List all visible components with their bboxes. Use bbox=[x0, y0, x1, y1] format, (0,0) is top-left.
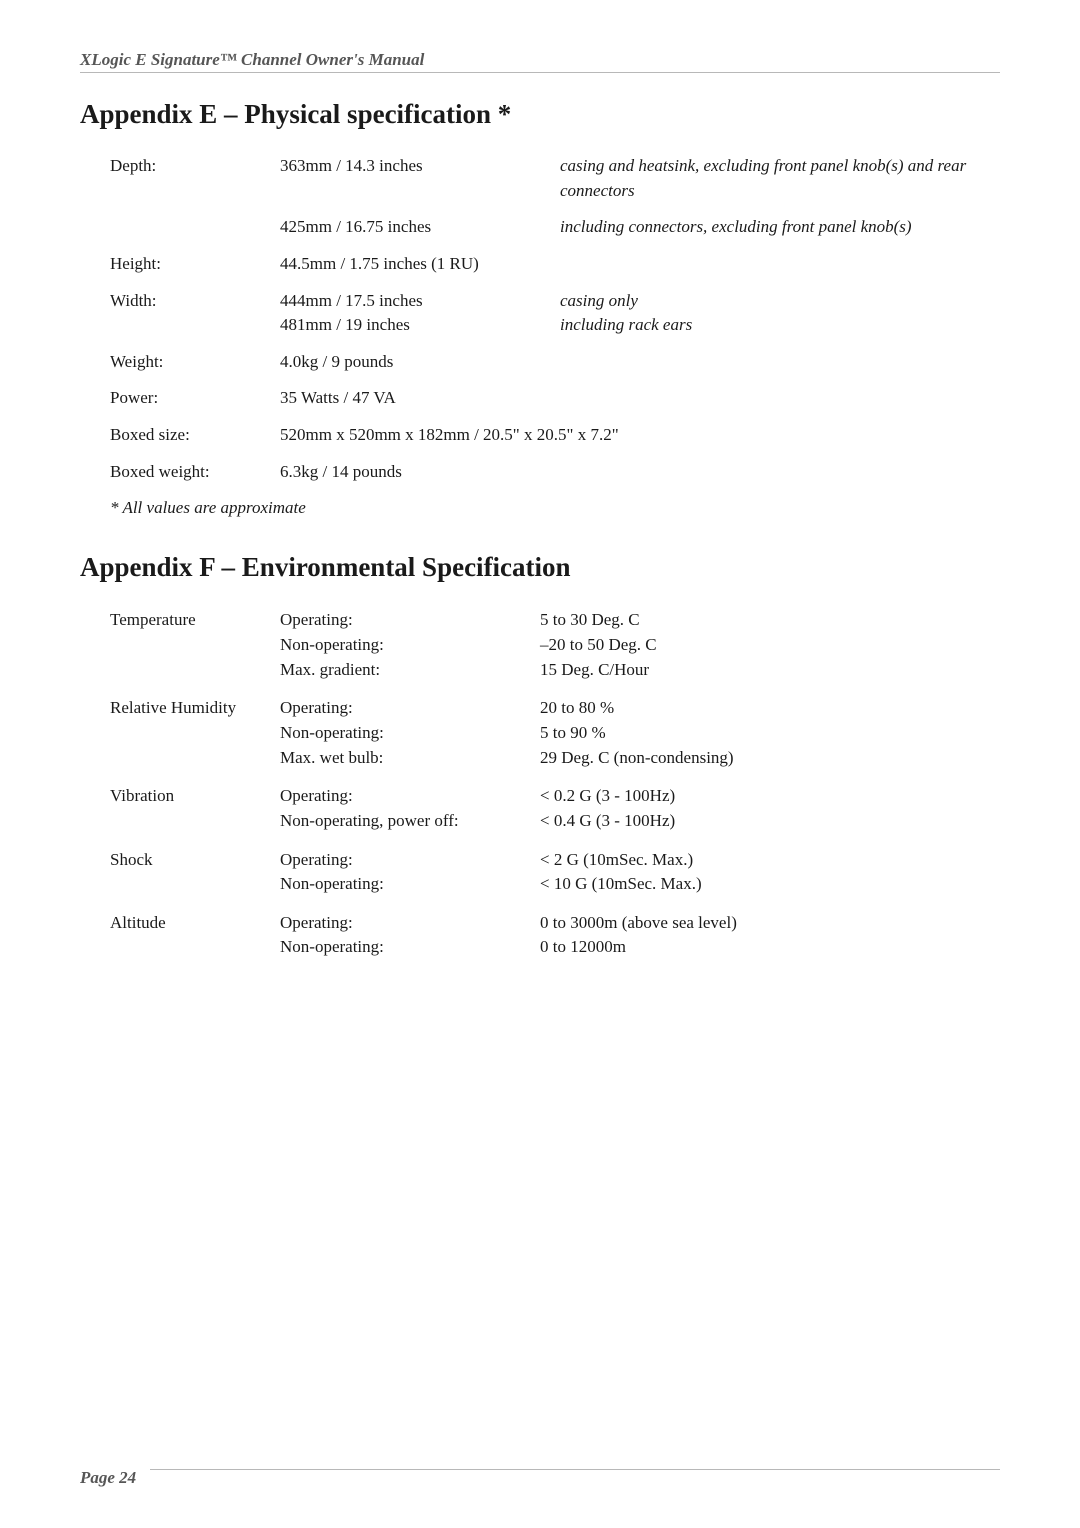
table-row: Power:35 Watts / 47 VA bbox=[110, 380, 1030, 417]
spec-note bbox=[560, 454, 1030, 491]
spec-note: casing and heatsink, excluding front pan… bbox=[560, 148, 1030, 209]
spec-label: Width: bbox=[110, 283, 280, 344]
spec-label: Weight: bbox=[110, 344, 280, 381]
appendix-f-table: TemperatureOperating: Non-operating: Max… bbox=[110, 601, 1030, 967]
table-row: Boxed weight:6.3kg / 14 pounds bbox=[110, 454, 1030, 491]
spec-value: 363mm / 14.3 inches bbox=[280, 148, 560, 209]
spec-value: 44.5mm / 1.75 inches (1 RU) bbox=[280, 246, 560, 283]
spec-value: 35 Watts / 47 VA bbox=[280, 380, 560, 417]
table-row: Relative HumidityOperating: Non-operatin… bbox=[110, 689, 1030, 777]
env-label: Relative Humidity bbox=[110, 689, 280, 777]
header-title: XLogic E Signature™ Channel Owner's Manu… bbox=[80, 50, 1000, 70]
appendix-e-footnote: * All values are approximate bbox=[110, 498, 1000, 518]
appendix-f-heading: Appendix F – Environmental Specification bbox=[80, 552, 1000, 583]
spec-label: Boxed size: bbox=[110, 417, 280, 454]
appendix-e-heading: Appendix E – Physical specification * bbox=[80, 99, 1000, 130]
appendix-e-table: Depth:363mm / 14.3 inchescasing and heat… bbox=[110, 148, 1030, 490]
env-param: Operating: Non-operating: Max. gradient: bbox=[280, 601, 540, 689]
page-number: Page 24 bbox=[80, 1468, 150, 1488]
table-row: AltitudeOperating: Non-operating:0 to 30… bbox=[110, 904, 1030, 967]
env-value: 5 to 30 Deg. C –20 to 50 Deg. C 15 Deg. … bbox=[540, 601, 1030, 689]
footer-rule bbox=[80, 1469, 1000, 1470]
spec-label: Depth: bbox=[110, 148, 280, 209]
spec-note bbox=[560, 246, 1030, 283]
table-row: Boxed size:520mm x 520mm x 182mm / 20.5"… bbox=[110, 417, 1030, 454]
page-footer: Page 24 bbox=[80, 1469, 1000, 1488]
env-param: Operating: Non-operating, power off: bbox=[280, 777, 540, 840]
spec-value: 444mm / 17.5 inches 481mm / 19 inches bbox=[280, 283, 560, 344]
spec-label: Boxed weight: bbox=[110, 454, 280, 491]
env-label: Shock bbox=[110, 841, 280, 904]
table-row: VibrationOperating: Non-operating, power… bbox=[110, 777, 1030, 840]
table-row: TemperatureOperating: Non-operating: Max… bbox=[110, 601, 1030, 689]
spec-value: 4.0kg / 9 pounds bbox=[280, 344, 560, 381]
spec-note bbox=[560, 344, 1030, 381]
env-param: Operating: Non-operating: bbox=[280, 841, 540, 904]
table-row: 425mm / 16.75 inchesincluding connectors… bbox=[110, 209, 1030, 246]
spec-value: 520mm x 520mm x 182mm / 20.5" x 20.5" x … bbox=[280, 417, 1030, 454]
spec-label bbox=[110, 209, 280, 246]
env-label: Vibration bbox=[110, 777, 280, 840]
env-label: Temperature bbox=[110, 601, 280, 689]
env-param: Operating: Non-operating: bbox=[280, 904, 540, 967]
env-param: Operating: Non-operating: Max. wet bulb: bbox=[280, 689, 540, 777]
spec-note: casing only including rack ears bbox=[560, 283, 1030, 344]
table-row: Width:444mm / 17.5 inches 481mm / 19 inc… bbox=[110, 283, 1030, 344]
spec-label: Power: bbox=[110, 380, 280, 417]
table-row: Height:44.5mm / 1.75 inches (1 RU) bbox=[110, 246, 1030, 283]
table-row: Weight:4.0kg / 9 pounds bbox=[110, 344, 1030, 381]
spec-note bbox=[560, 380, 1030, 417]
env-value: 0 to 3000m (above sea level) 0 to 12000m bbox=[540, 904, 1030, 967]
header-rule bbox=[80, 72, 1000, 73]
table-row: Depth:363mm / 14.3 inchescasing and heat… bbox=[110, 148, 1030, 209]
env-value: < 0.2 G (3 - 100Hz) < 0.4 G (3 - 100Hz) bbox=[540, 777, 1030, 840]
table-row: ShockOperating: Non-operating:< 2 G (10m… bbox=[110, 841, 1030, 904]
spec-note: including connectors, excluding front pa… bbox=[560, 209, 1030, 246]
spec-label: Height: bbox=[110, 246, 280, 283]
env-value: < 2 G (10mSec. Max.) < 10 G (10mSec. Max… bbox=[540, 841, 1030, 904]
spec-value: 6.3kg / 14 pounds bbox=[280, 454, 560, 491]
spec-value: 425mm / 16.75 inches bbox=[280, 209, 560, 246]
env-label: Altitude bbox=[110, 904, 280, 967]
env-value: 20 to 80 % 5 to 90 % 29 Deg. C (non-cond… bbox=[540, 689, 1030, 777]
